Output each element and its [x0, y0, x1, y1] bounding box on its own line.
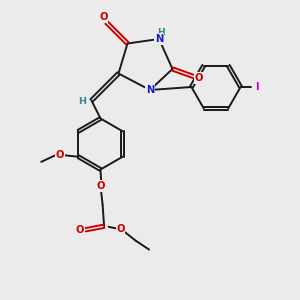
- Text: O: O: [116, 224, 125, 234]
- Text: N: N: [155, 34, 163, 44]
- Text: I: I: [255, 82, 259, 92]
- Text: O: O: [99, 12, 108, 22]
- Text: H: H: [157, 28, 164, 37]
- Text: O: O: [195, 73, 203, 83]
- Text: H: H: [78, 98, 86, 106]
- Text: O: O: [56, 150, 64, 160]
- Text: O: O: [76, 225, 84, 236]
- Text: O: O: [97, 181, 105, 191]
- Text: N: N: [146, 85, 154, 95]
